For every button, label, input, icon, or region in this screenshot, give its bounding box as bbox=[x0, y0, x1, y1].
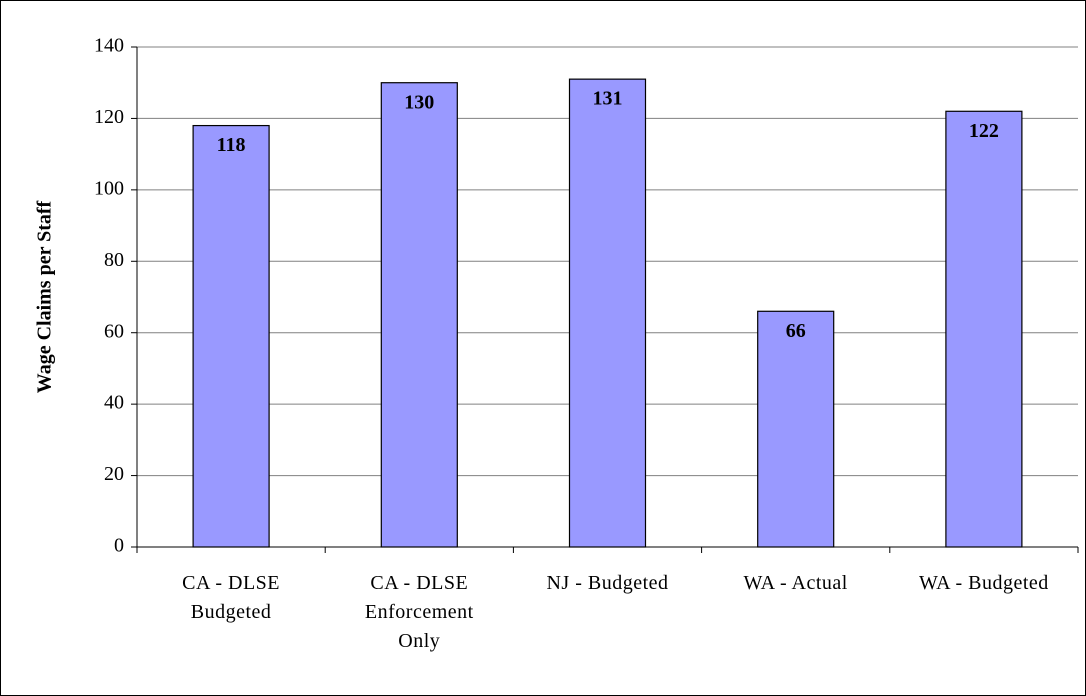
y-tick-label: 80 bbox=[104, 249, 124, 271]
value-label: 66 bbox=[786, 320, 806, 342]
y-tick-label: 140 bbox=[94, 35, 124, 57]
value-label: 118 bbox=[217, 134, 246, 156]
y-tick-label: 40 bbox=[104, 392, 124, 414]
y-tick-label: 0 bbox=[114, 535, 124, 557]
bar bbox=[945, 110, 1023, 548]
value-label: 130 bbox=[404, 91, 434, 113]
x-tick-label: WA - Actual bbox=[743, 572, 848, 594]
bar bbox=[568, 78, 647, 548]
value-label: 122 bbox=[969, 120, 999, 142]
x-tick-label: WA - Budgeted bbox=[918, 572, 1049, 594]
x-tick-label: CA - DLSE Budgeted bbox=[182, 572, 281, 623]
bar bbox=[192, 124, 270, 548]
y-axis-label: Wage Claims per Staff bbox=[34, 200, 56, 393]
y-tick-label: 100 bbox=[94, 177, 124, 199]
bar bbox=[757, 310, 835, 548]
bar bbox=[380, 82, 458, 548]
x-tick-label: CA - DLSE Enforcement Only bbox=[364, 572, 474, 652]
x-tick-label: NJ - Budgeted bbox=[546, 572, 669, 594]
y-tick-label: 20 bbox=[104, 463, 124, 485]
value-label: 131 bbox=[593, 88, 623, 110]
y-tick-label: 60 bbox=[104, 320, 124, 342]
y-tick-label: 120 bbox=[94, 106, 124, 128]
